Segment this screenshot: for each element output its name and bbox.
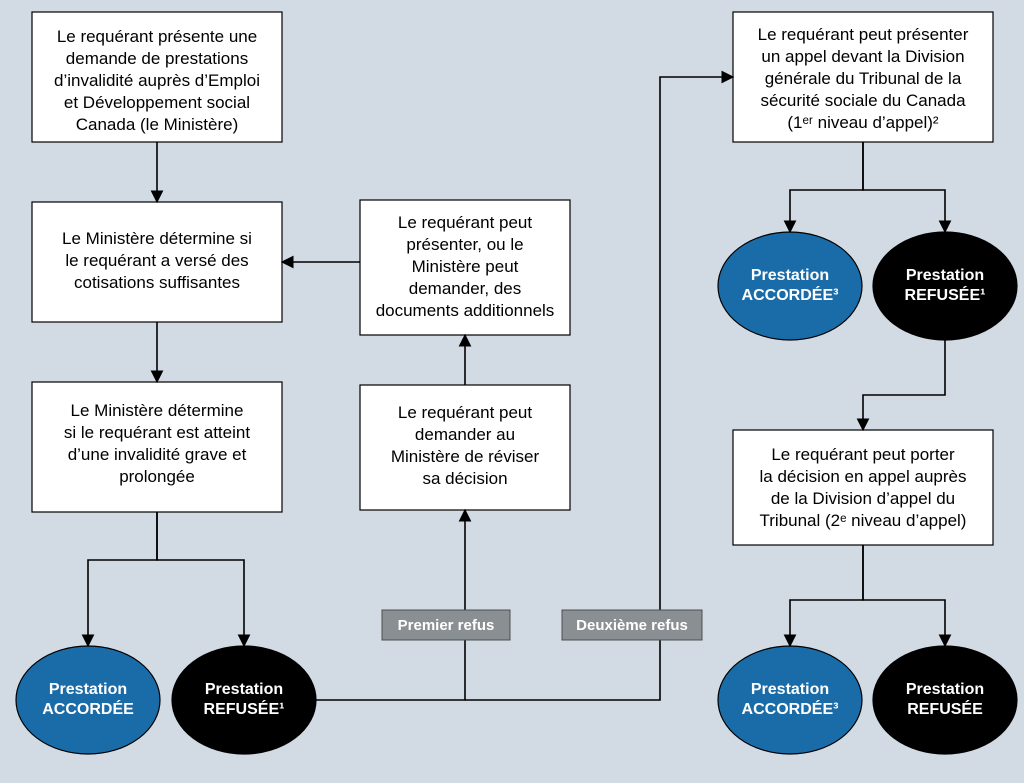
n1-l3: et Développement social: [64, 93, 250, 112]
n1-l4: Canada (le Ministère): [76, 115, 239, 134]
er1-l2: REFUSÉE¹: [204, 699, 285, 718]
flowchart-canvas: Le requérant présente une demande de pre…: [0, 0, 1024, 783]
n3-l0: Le Ministère détermine: [71, 401, 244, 420]
n3-l3: prolongée: [119, 467, 195, 486]
eg2-l1: Prestation: [751, 267, 829, 284]
eg2-l2: ACCORDÉE³: [742, 285, 839, 304]
er3-l2: REFUSÉE: [907, 699, 983, 718]
ellipse-refused-2: [873, 232, 1017, 340]
ellipse-granted-3: [718, 646, 862, 754]
n2-l0: Le Ministère détermine si: [62, 229, 252, 248]
n5-l3: sa décision: [422, 469, 507, 488]
n7-l1: la décision en appel auprès: [760, 467, 967, 486]
n6-l4: (1ᵉʳ niveau d’appel)²: [787, 113, 939, 132]
n5-l0: Le requérant peut: [398, 403, 532, 422]
ellipse-granted-2: [718, 232, 862, 340]
n4-l1: présenter, ou le: [406, 235, 523, 254]
n4-l3: demander, des: [409, 279, 521, 298]
n4-l0: Le requérant peut: [398, 213, 532, 232]
n7-l0: Le requérant peut porter: [771, 445, 955, 464]
n4-l4: documents additionnels: [376, 301, 555, 320]
n3-l2: d’une invalidité grave et: [68, 445, 247, 464]
n2-l2: cotisations suffisantes: [74, 273, 240, 292]
eg3-l2: ACCORDÉE³: [742, 699, 839, 718]
eg1-l1: Prestation: [49, 681, 127, 698]
ellipse-refused-3: [873, 646, 1017, 754]
n5-l2: Ministère de réviser: [391, 447, 540, 466]
n7-l3: Tribunal (2ᵉ niveau d’appel): [760, 511, 967, 530]
er1-l1: Prestation: [205, 681, 283, 698]
er2-l2: REFUSÉE¹: [905, 285, 986, 304]
n1-l0: Le requérant présente une: [57, 27, 257, 46]
n1-l2: d’invalidité auprès d’Emploi: [54, 71, 260, 90]
n4-l2: Ministère peut: [412, 257, 519, 276]
er2-l1: Prestation: [906, 267, 984, 284]
n1-l1: demande de prestations: [66, 49, 248, 68]
n6-l0: Le requérant peut présenter: [758, 25, 969, 44]
label-first-refusal: Premier refus: [398, 617, 495, 634]
eg1-l2: ACCORDÉE: [42, 699, 134, 718]
ellipse-refused-1: [172, 646, 316, 754]
n5-l1: demander au: [415, 425, 515, 444]
er3-l1: Prestation: [906, 681, 984, 698]
n3-l1: si le requérant est atteint: [64, 423, 250, 442]
label-second-refusal: Deuxième refus: [576, 617, 688, 634]
n6-l3: sécurité sociale du Canada: [760, 91, 966, 110]
n7-l2: de la Division d’appel du: [771, 489, 955, 508]
n6-l2: générale du Tribunal de la: [765, 69, 962, 88]
n6-l1: un appel devant la Division: [761, 47, 964, 66]
n2-l1: le requérant a versé des: [65, 251, 248, 270]
eg3-l1: Prestation: [751, 681, 829, 698]
ellipse-granted-1: [16, 646, 160, 754]
